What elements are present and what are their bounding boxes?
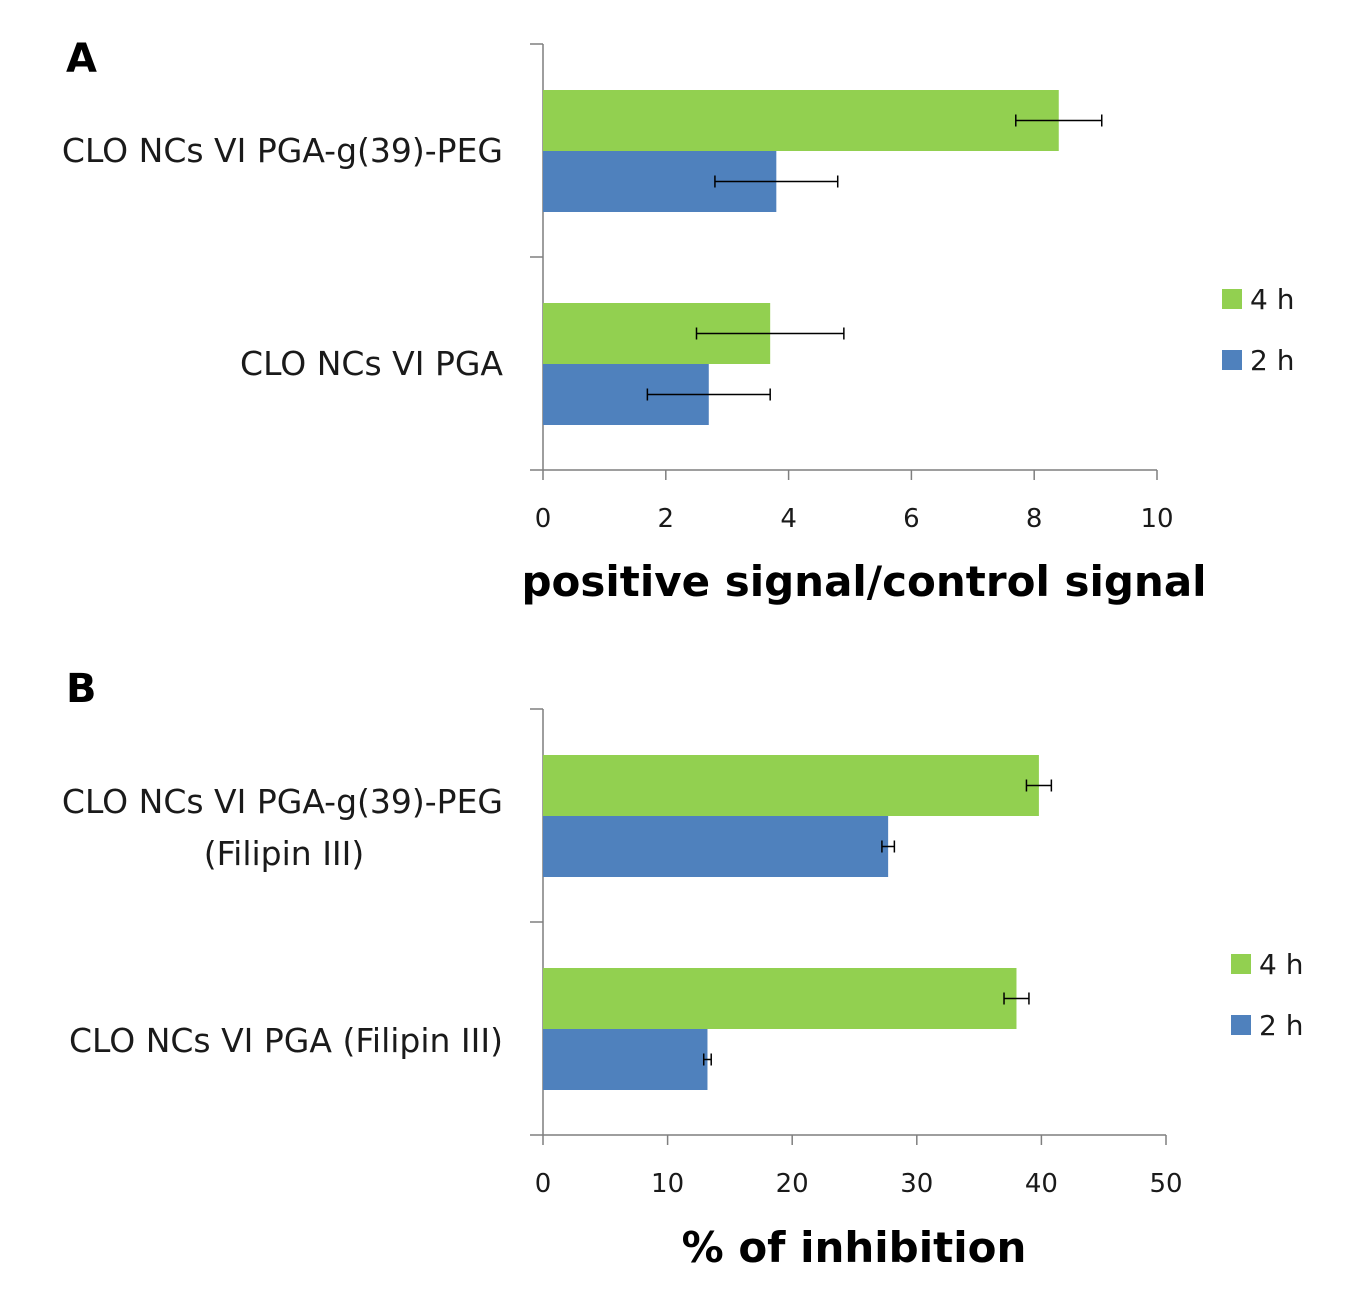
x-tick-label: 0 [535,504,552,534]
x-axis-label: % of inhibition [682,1223,1027,1272]
x-tick-label: 50 [1149,1169,1182,1199]
legend-swatch-2h [1222,350,1242,370]
legend-swatch-4h [1231,954,1251,974]
category-label: CLO NCs VI PGA [240,344,503,383]
legend-label: 2 h [1250,344,1294,377]
bar-2h-1 [543,1029,708,1090]
x-tick-label: 2 [658,504,675,534]
x-tick-label: 10 [651,1169,684,1199]
bar-2h-0 [543,816,889,877]
x-axis-label: positive signal/control signal [521,557,1206,606]
bar-4h-1 [543,968,1017,1029]
legend-label: 4 h [1259,948,1303,981]
x-tick-label: 30 [900,1169,933,1199]
x-tick-label: 0 [535,1169,552,1199]
x-tick-label: 6 [903,504,920,534]
legend-swatch-2h [1231,1015,1251,1035]
x-tick-label: 40 [1025,1169,1058,1199]
x-tick-label: 8 [1026,504,1043,534]
x-tick-label: 20 [776,1169,809,1199]
legend-swatch-4h [1222,289,1242,309]
panel-label-A: A [66,36,97,82]
legend-label: 2 h [1259,1009,1303,1042]
category-label: CLO NCs VI PGA-g(39)-PEG [62,782,503,821]
category-label: CLO NCs VI PGA (Filipin III) [69,1021,503,1060]
category-label: (Filipin III) [204,834,365,873]
panel-label-B: B [66,666,97,712]
category-label: CLO NCs VI PGA-g(39)-PEG [62,131,503,170]
bar-4h-0 [543,90,1059,151]
x-tick-label: 10 [1140,504,1173,534]
x-tick-label: 4 [780,504,797,534]
bar-4h-0 [543,755,1039,816]
legend-label: 4 h [1250,283,1294,316]
